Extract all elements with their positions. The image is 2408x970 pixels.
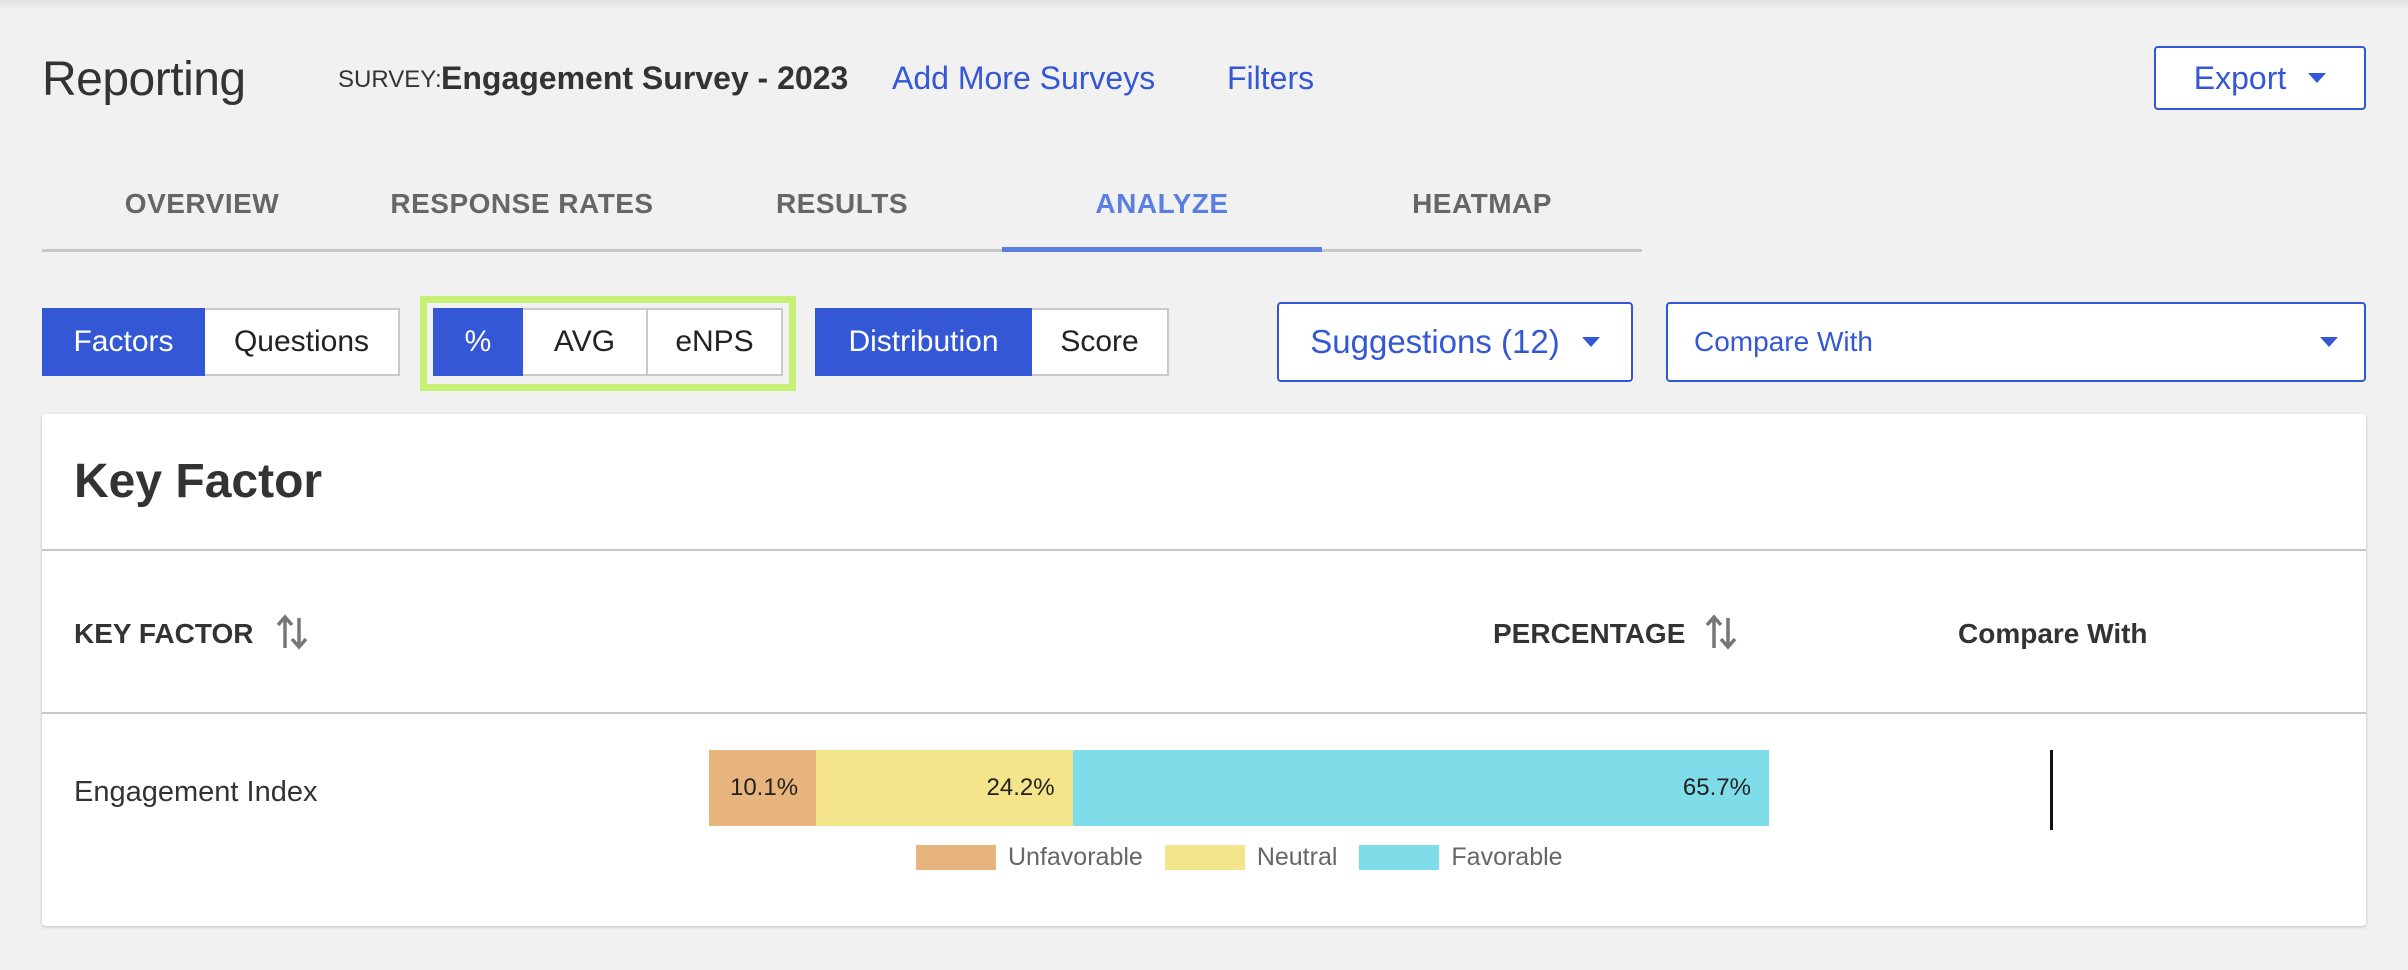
bar-segment-favorable: 65.7%: [1072, 750, 1769, 826]
tab-heatmap[interactable]: HEATMAP: [1412, 188, 1552, 219]
row-label: Engagement Index: [74, 776, 318, 808]
bar-segment-label: 10.1%: [729, 774, 799, 801]
metric-highlight-box: [420, 296, 796, 391]
survey-name: Engagement Survey - 2023: [441, 60, 849, 96]
compare-with-label: Compare With: [1694, 326, 1873, 357]
suggestions-label: Suggestions (12): [1310, 323, 1560, 360]
compare-marker: [2050, 750, 2053, 830]
view-toggle: Factors Questions: [42, 308, 400, 376]
tab-overview[interactable]: OVERVIEW: [124, 188, 280, 219]
distribution-bar: 10.1% 24.2% 65.7%: [709, 750, 1769, 826]
suggestions-dropdown[interactable]: Suggestions (12): [1277, 302, 1633, 382]
survey-prefix: SURVEY:: [338, 66, 442, 93]
export-button[interactable]: Export: [2154, 46, 2366, 110]
sort-icon[interactable]: [275, 612, 309, 652]
legend-label: Unfavorable: [1008, 842, 1143, 871]
enps-toggle-button[interactable]: eNPS: [648, 308, 783, 376]
page-title: Reporting: [42, 53, 246, 106]
key-factor-card: [42, 414, 2366, 926]
tabs-baseline: [42, 249, 1642, 252]
bar-segment-label: 65.7%: [1682, 774, 1751, 801]
mode-toggle: Distribution Score: [815, 308, 1169, 376]
column-header-key-factor: KEY FACTOR: [74, 618, 254, 649]
card-title: Key Factor: [74, 455, 323, 508]
divider: [42, 712, 2366, 714]
column-header-compare-with: Compare With: [1958, 618, 2148, 649]
divider: [42, 549, 2366, 551]
distribution-toggle-button[interactable]: Distribution: [815, 308, 1032, 376]
legend-item: Neutral: [1164, 842, 1338, 872]
column-header-percentage: PERCENTAGE: [1493, 618, 1686, 649]
filters-link[interactable]: Filters: [1227, 60, 1315, 96]
caret-down-icon: [2308, 73, 2327, 83]
avg-toggle-button[interactable]: AVG: [523, 308, 648, 376]
tab-active-indicator: [1002, 247, 1322, 252]
add-more-surveys-link[interactable]: Add More Surveys: [892, 60, 1156, 96]
compare-with-dropdown[interactable]: Compare With: [1666, 302, 2366, 382]
percent-toggle-button[interactable]: %: [433, 308, 523, 376]
legend-item: Unfavorable: [916, 843, 1143, 872]
legend-label: Favorable: [1451, 842, 1563, 871]
top-shadow: [0, 0, 2408, 10]
tab-analyze[interactable]: ANALYZE: [1095, 188, 1229, 219]
score-toggle-button[interactable]: Score: [1032, 308, 1169, 376]
questions-toggle-button[interactable]: Questions: [205, 308, 400, 376]
legend-swatch: [916, 844, 996, 870]
caret-down-icon: [2320, 337, 2338, 347]
bar-segment-label: 24.2%: [986, 774, 1055, 801]
metric-toggle: % AVG eNPS: [433, 308, 783, 376]
caret-down-icon: [1581, 337, 1600, 347]
factors-toggle-button[interactable]: Factors: [42, 308, 205, 376]
legend: Unfavorable Neutral Favorable: [916, 843, 1585, 871]
legend-label: Neutral: [1256, 842, 1338, 871]
tab-results[interactable]: RESULTS: [775, 188, 909, 219]
bar-segment-neutral: 24.2%: [816, 750, 1073, 826]
legend-swatch: [1359, 844, 1440, 870]
bar-segment-unfavorable: 10.1%: [709, 750, 817, 826]
legend-swatch: [1164, 844, 1245, 870]
sort-icon[interactable]: [1704, 612, 1738, 652]
legend-item: Favorable: [1359, 842, 1563, 872]
export-label: Export: [2193, 59, 2287, 96]
tab-response-rates[interactable]: RESPONSE RATES: [390, 188, 654, 219]
